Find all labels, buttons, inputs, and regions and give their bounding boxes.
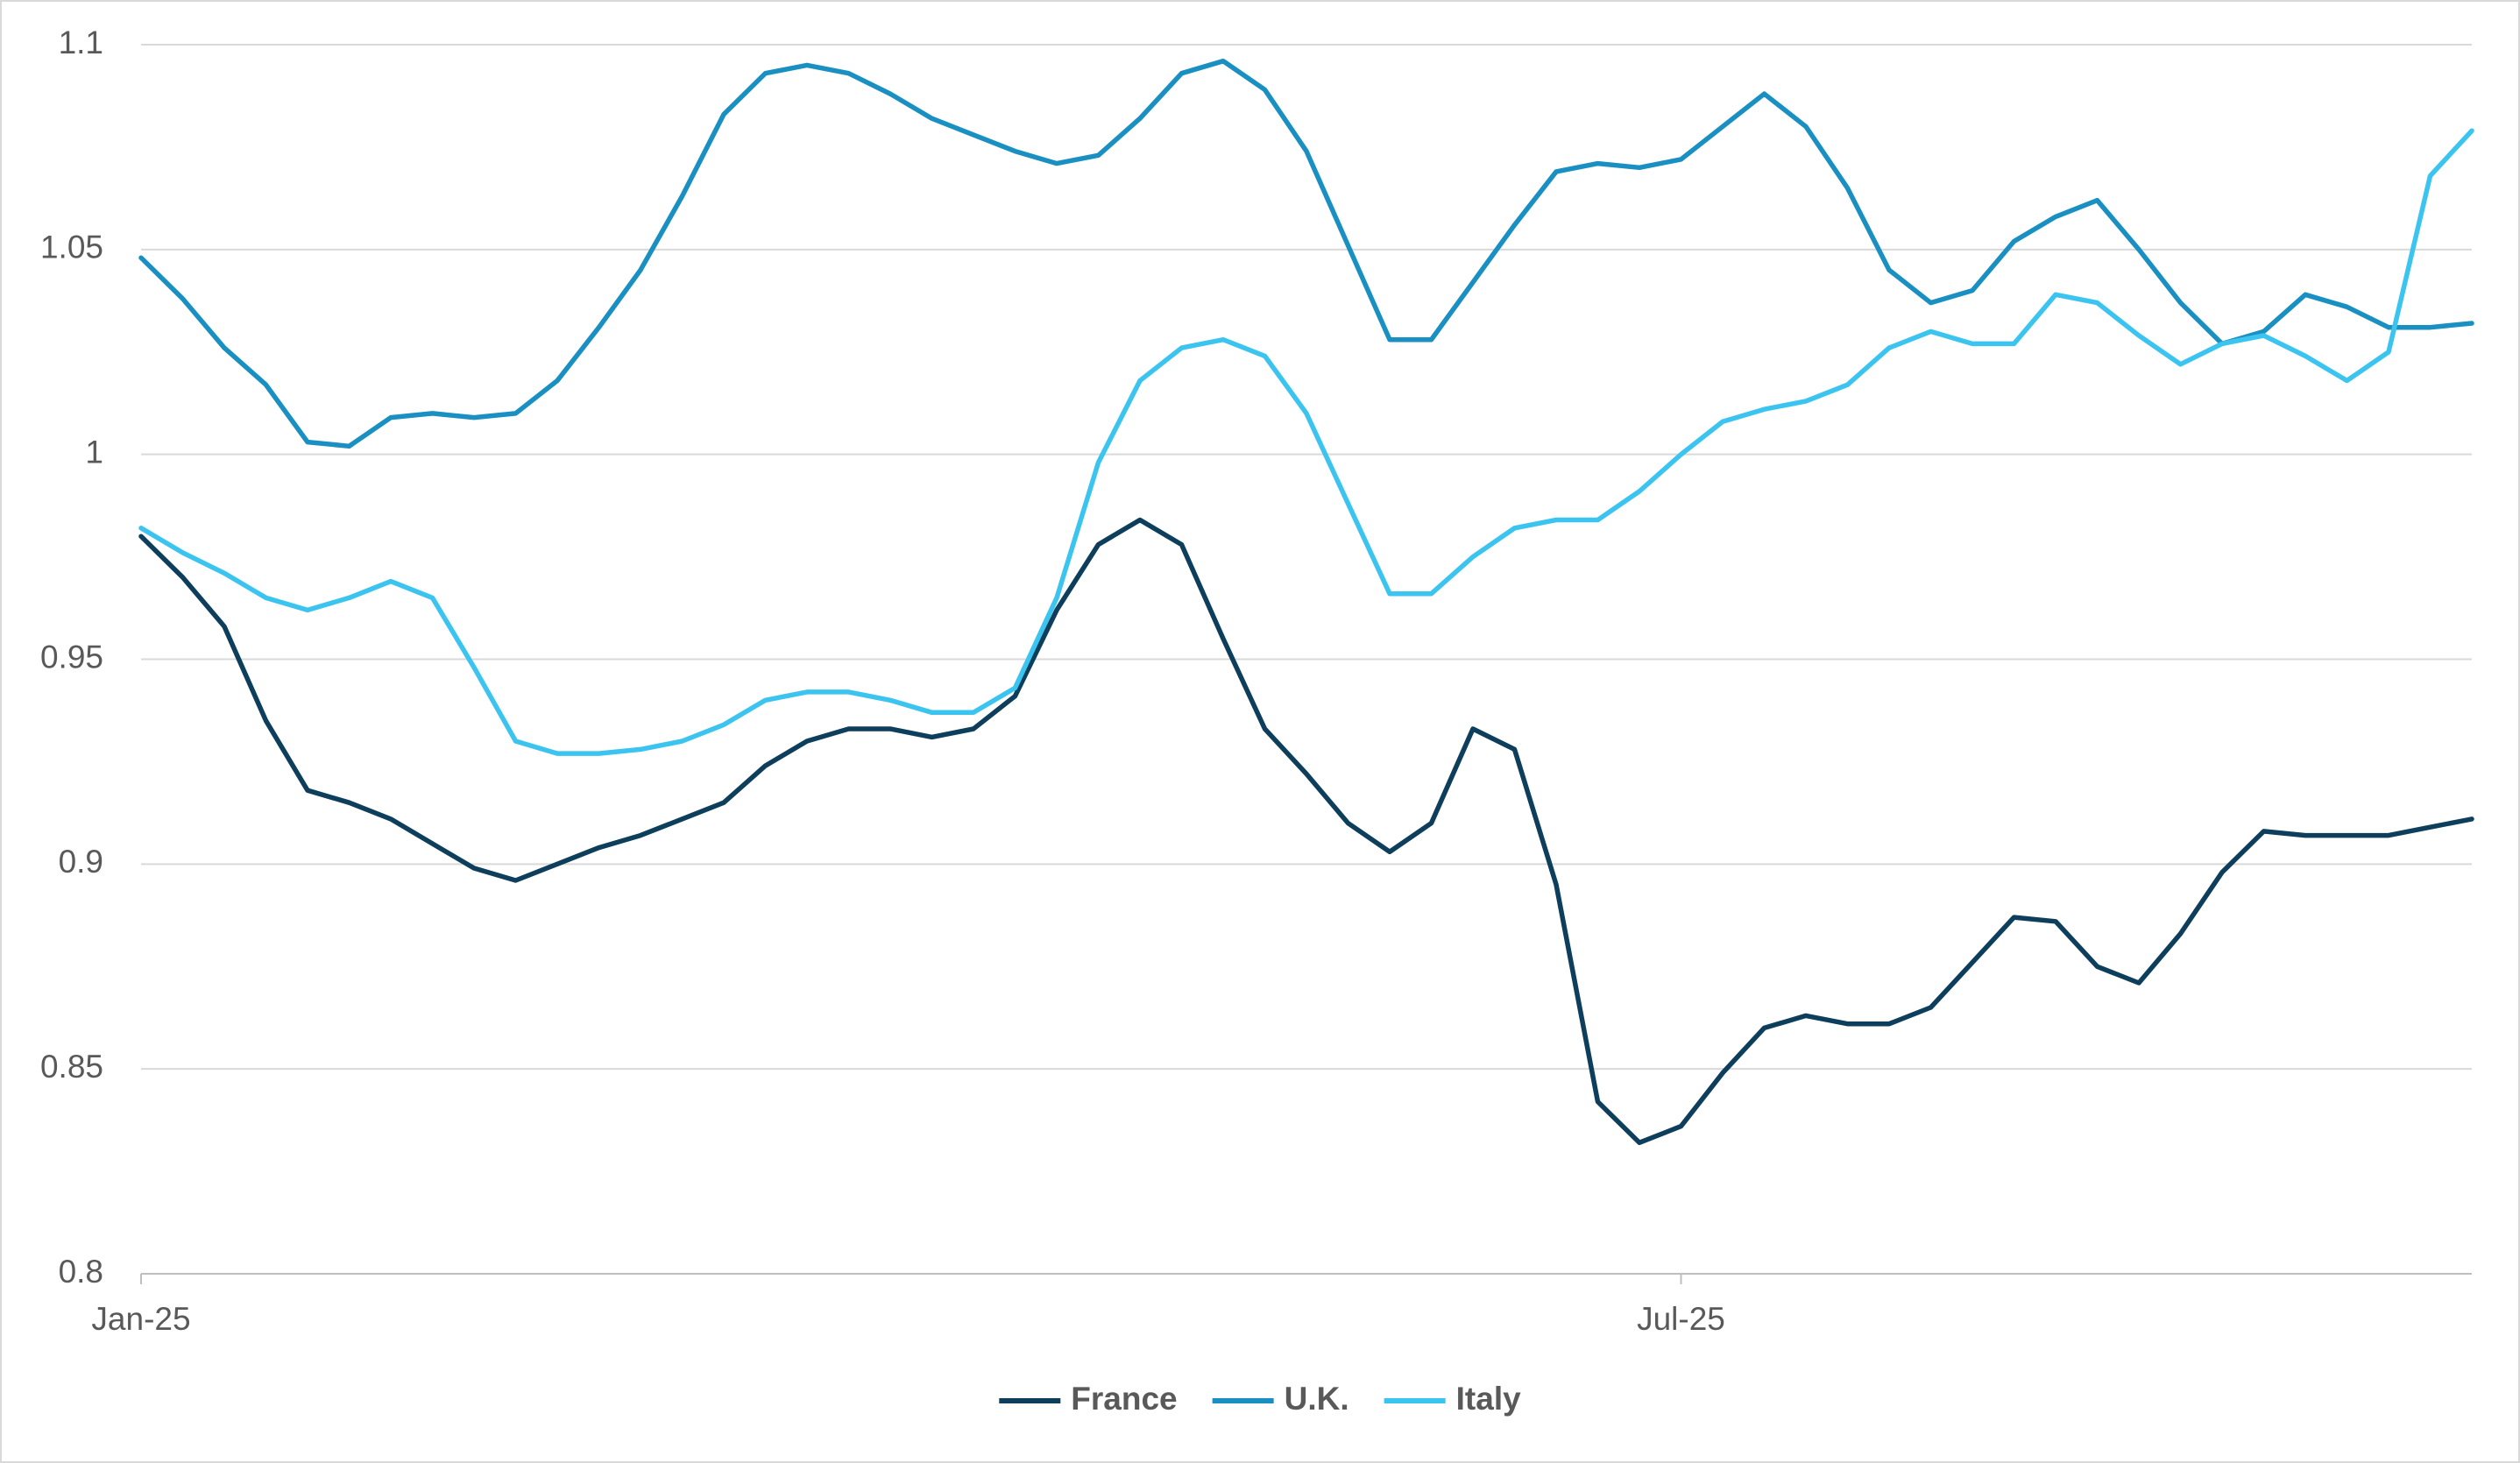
y-tick-label: 1 bbox=[85, 434, 103, 470]
line-series bbox=[138, 58, 2474, 449]
x-tick-label: Jul-25 bbox=[1637, 1301, 1725, 1337]
line-series bbox=[138, 128, 2474, 756]
legend-label: France bbox=[1071, 1381, 1177, 1417]
legend-label: Italy bbox=[1456, 1381, 1521, 1417]
x-tick-label: Jan-25 bbox=[91, 1301, 190, 1337]
y-tick-label: 1.05 bbox=[40, 230, 103, 265]
y-tick-label: 1.1 bbox=[59, 25, 103, 60]
legend-label: U.K. bbox=[1285, 1381, 1349, 1417]
y-tick-label: 0.95 bbox=[40, 639, 103, 675]
y-tick-label: 0.85 bbox=[40, 1049, 103, 1085]
y-tick-label: 0.9 bbox=[59, 844, 103, 880]
line-series bbox=[138, 517, 2474, 1146]
y-tick-label: 0.8 bbox=[59, 1254, 103, 1290]
